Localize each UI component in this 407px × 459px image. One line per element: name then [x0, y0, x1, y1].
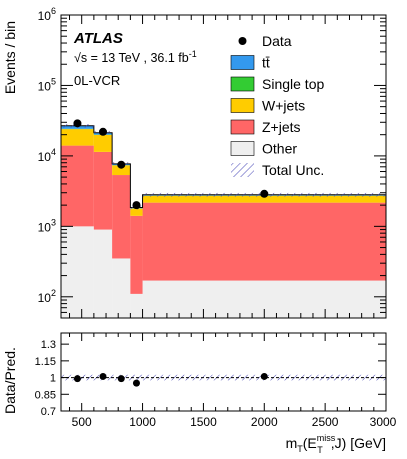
legend-swatch-total-unc [231, 163, 254, 177]
legend-label: Z+jets [262, 119, 301, 135]
y-tick-label: 103 [38, 217, 56, 234]
bar-z-jets-bin-3 [130, 215, 143, 294]
x-axis-title: mT(Emiss T ,J) [GeV] [286, 433, 386, 455]
x-tick-label: 500 [72, 415, 92, 429]
ratio-x-ticks: 500 1000 1500 2000 2500 3000 [69, 333, 397, 429]
data-point [73, 119, 82, 128]
ratio-y-tick-label: 1.15 [35, 356, 56, 368]
legend-swatch-single-top [230, 76, 255, 92]
data-point [98, 127, 107, 136]
bar-other-bin-0 [61, 226, 94, 318]
legend-label: Data [262, 33, 292, 49]
bar-w-jets-bin-0 [61, 129, 94, 146]
legend-swatch-z-jets [230, 119, 255, 135]
ratio-frame [60, 332, 387, 412]
legend-label: Other [262, 141, 297, 157]
ratio-data-point [73, 375, 81, 383]
x-tick-label: 1000 [129, 415, 156, 429]
y-tick-label: 106 [38, 6, 56, 23]
bar-z-jets-bin-2 [112, 175, 131, 259]
bar-w-jets-bin-2 [112, 165, 131, 176]
x-tick-label: 3000 [370, 415, 397, 429]
x-tick-label: 2000 [251, 415, 278, 429]
bar-z-jets-bin-1 [93, 151, 113, 230]
main-y-ticks: 102 103 104 105 106 [38, 6, 386, 319]
main-x-ticks [69, 15, 387, 318]
legend-label: Total Unc. [262, 162, 324, 178]
legend-swatch-tt [230, 55, 255, 70]
x-tick-label: 2500 [312, 415, 339, 429]
ratio-y-tick-label: 1.3 [41, 339, 56, 351]
ratio-y-ticks: 0.7 0.85 1 1.15 1.3 [35, 339, 386, 418]
y-tick-label: 105 [38, 76, 56, 93]
ratio-y-tick-label: 1 [50, 373, 56, 385]
stacked-histogram [61, 125, 386, 318]
data-point [117, 160, 126, 169]
legend-label: Single top [262, 76, 324, 92]
ratio-data-point [260, 372, 268, 380]
bar-other-bin-2 [112, 258, 131, 318]
data-point [260, 189, 269, 198]
main-panel: 102 103 104 105 106 ATLAS √s = 13 TeV , 36.1… [2, 6, 387, 319]
ratio-y-axis-title: Data/Pred. [2, 347, 18, 414]
y-tick-label: 102 [38, 288, 56, 305]
ratio-y-tick-label: 0.85 [35, 389, 56, 401]
region-label: 0L-VCR [74, 73, 120, 88]
legend-swatch-w-jets [230, 98, 255, 113]
legend-swatch-other [230, 141, 255, 156]
bar-w-jets-bin-3 [130, 208, 143, 216]
bar-other-bin-3 [130, 293, 143, 318]
legend-marker-data [238, 37, 247, 45]
bar-other-bin-1 [93, 229, 113, 318]
experiment-label: ATLAS [73, 30, 123, 47]
ratio-data-point [132, 379, 140, 387]
data-point [132, 201, 141, 210]
y-tick-label: 104 [38, 147, 56, 164]
legend-label: tt̄ [262, 55, 270, 71]
bar-z-jets-bin-0 [61, 145, 94, 227]
ratio-data-point [99, 372, 107, 380]
energy-label: √s = 13 TeV , 36.1 fb-1 [74, 49, 197, 65]
bar-w-jets-bin-4 [142, 195, 386, 203]
legend: Data tt̄ Single top W+jets Z+jets Other Total … [230, 33, 324, 178]
bar-z-jets-bin-4 [142, 202, 386, 281]
ratio-y-tick-label: 0.7 [41, 406, 56, 418]
ratio-data-points [73, 372, 268, 387]
x-tick-label: 1500 [190, 415, 217, 429]
main-y-axis-title: Events / bin [2, 21, 18, 94]
legend-label: W+jets [262, 98, 305, 114]
data-points [73, 119, 269, 210]
bar-w-jets-bin-1 [93, 134, 113, 152]
ratio-data-point [117, 375, 125, 383]
